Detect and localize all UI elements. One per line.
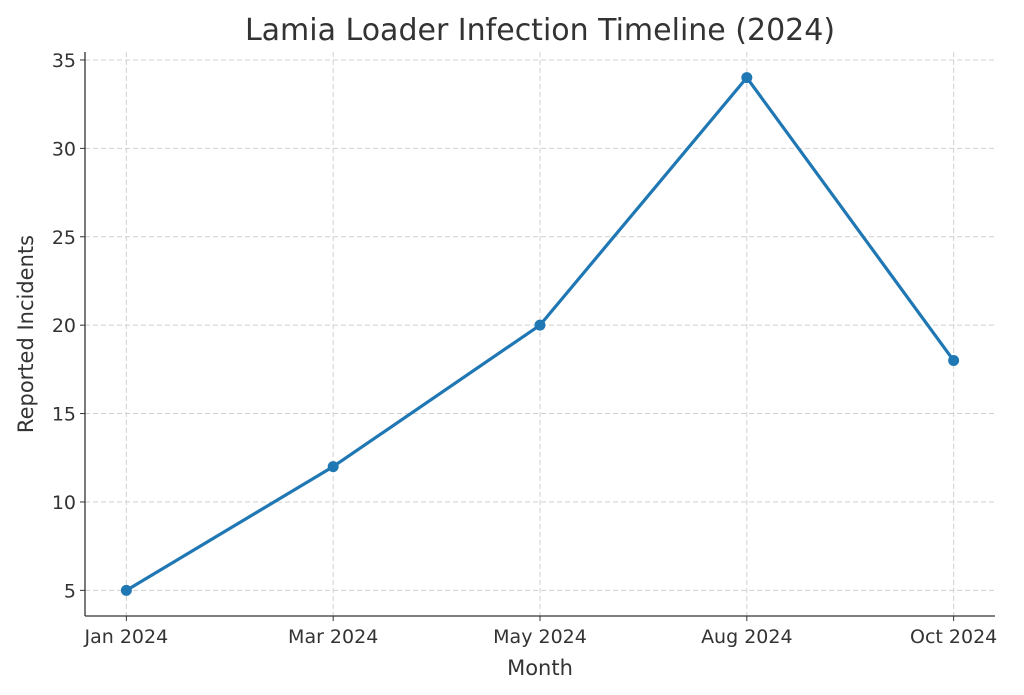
y-tick-label: 10 (52, 492, 76, 514)
chart-title: Lamia Loader Infection Timeline (2024) (245, 13, 835, 48)
y-tick-label: 5 (64, 580, 76, 602)
point (327, 461, 339, 473)
y-tick-label: 20 (52, 315, 76, 337)
y-axis-label: Reported Incidents (14, 235, 38, 433)
point (948, 355, 960, 367)
x-tick-label: May 2024 (493, 626, 587, 648)
y-tick-label: 25 (52, 227, 76, 249)
x-tick-label: Aug 2024 (701, 626, 793, 648)
x-tick-label: Oct 2024 (910, 626, 997, 648)
y-tick-label: 35 (52, 50, 76, 72)
y-tick-label: 15 (52, 404, 76, 426)
y-tick-label: 30 (52, 138, 76, 160)
x-tick-label: Jan 2024 (84, 626, 169, 648)
x-tick-label: Mar 2024 (288, 626, 378, 648)
point (534, 319, 546, 331)
point (120, 584, 132, 596)
point (741, 72, 753, 84)
x-axis-label: Month (507, 656, 573, 680)
